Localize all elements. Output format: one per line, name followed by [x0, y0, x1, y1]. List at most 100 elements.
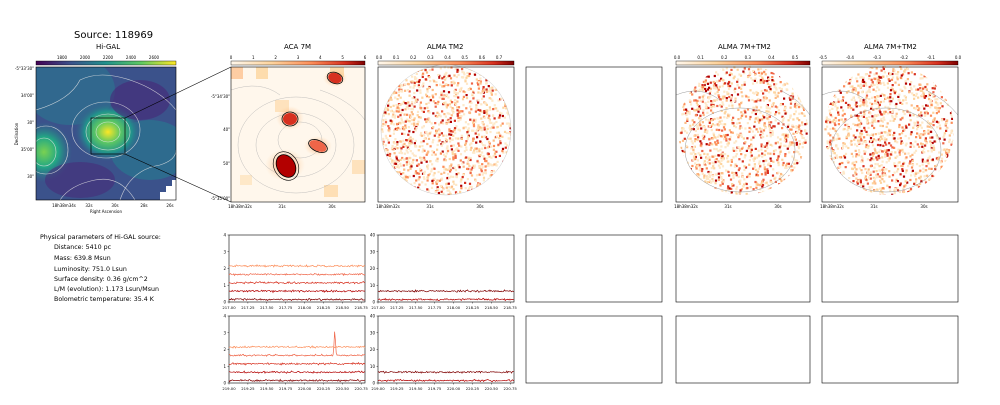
map-pixel	[896, 164, 899, 167]
map-pixel	[930, 172, 933, 175]
map-pixel	[708, 158, 711, 161]
map-pixel	[507, 113, 510, 116]
map-pixel	[703, 94, 706, 97]
map-pixel	[937, 106, 940, 110]
map-pixel	[724, 82, 727, 85]
map-pixel	[738, 182, 742, 185]
map-pixel	[876, 86, 879, 89]
map-pixel	[896, 189, 900, 192]
map-pixel	[879, 179, 882, 182]
map-pixel	[796, 162, 799, 165]
map-pixel	[892, 134, 895, 137]
map-pixel	[928, 125, 931, 128]
map-pixel	[909, 178, 912, 182]
map-pixel	[475, 106, 478, 109]
map-pixel	[450, 130, 453, 133]
map-pixel	[707, 172, 711, 175]
map-pixel	[504, 104, 507, 107]
map-pixel	[766, 104, 769, 107]
map-pixel	[445, 168, 448, 171]
map-pixel	[743, 183, 746, 186]
map-pixel	[922, 87, 925, 90]
map-pixel	[505, 151, 508, 154]
map-pixel	[719, 122, 722, 125]
aca-xtick-label: 30s	[328, 204, 335, 209]
map-pixel	[734, 87, 737, 90]
map-pixel	[756, 174, 760, 177]
map-pixel	[921, 86, 924, 89]
map-pixel	[490, 156, 493, 159]
map-pixel	[927, 162, 930, 165]
map-pixel	[393, 162, 396, 165]
map-pixel	[701, 121, 704, 124]
map-pixel	[804, 141, 807, 144]
map-pixel	[431, 153, 434, 156]
map-pixel	[844, 101, 848, 104]
map-pixel	[834, 123, 837, 127]
spectrum-xtick-label: 219.75	[279, 386, 293, 391]
map-pixel	[417, 178, 420, 181]
map-pixel	[696, 159, 699, 162]
map-pixel	[715, 143, 718, 146]
map-pixel	[790, 165, 793, 168]
map-pixel	[439, 152, 442, 155]
map-pixel	[867, 144, 870, 148]
map-pixel	[732, 147, 735, 150]
map-pixel	[722, 68, 725, 71]
map-pixel	[458, 144, 461, 147]
map-pixel	[478, 126, 481, 129]
map-pixel	[482, 155, 485, 158]
map-pixel	[725, 134, 728, 137]
map-pixel	[832, 157, 836, 160]
map-pixel	[432, 112, 435, 115]
map-pixel	[834, 105, 837, 108]
map-pixel	[467, 135, 470, 138]
map-pixel	[859, 105, 862, 108]
map-pixel	[875, 170, 878, 173]
map-pixel	[879, 94, 882, 97]
map-pixel	[888, 97, 891, 100]
map-pixel	[387, 151, 390, 154]
map-pixel	[444, 77, 447, 80]
map-pixel	[879, 181, 883, 184]
map-pixel	[424, 118, 427, 121]
map-pixel	[433, 167, 436, 170]
map-pixel	[441, 85, 444, 88]
map-pixel	[941, 157, 944, 160]
map-pixel	[457, 82, 460, 85]
map-pixel	[413, 105, 416, 108]
map-pixel	[841, 161, 844, 165]
map-pixel	[863, 126, 866, 129]
map-pixel	[462, 71, 465, 74]
map-pixel	[422, 140, 425, 143]
map-pixel	[755, 106, 758, 109]
map-pixel	[879, 149, 882, 152]
map-pixel	[834, 116, 837, 120]
map-pixel	[921, 163, 924, 166]
map-pixel	[390, 93, 393, 96]
map-pixel	[725, 107, 728, 110]
map-pixel	[436, 102, 439, 106]
map-pixel	[384, 149, 387, 152]
map-pixel	[709, 95, 712, 98]
map-pixel	[725, 99, 728, 102]
map-pixel	[750, 128, 753, 131]
map-pixel	[494, 88, 497, 91]
map-pixel	[721, 78, 724, 82]
map-pixel	[389, 96, 392, 99]
map-pixel	[936, 158, 939, 161]
map-pixel	[403, 113, 406, 116]
map-pixel	[464, 78, 467, 82]
map-pixel	[753, 165, 756, 168]
map-pixel	[423, 149, 426, 152]
map-pixel	[723, 128, 726, 131]
map-pixel	[776, 159, 779, 162]
map-pixel	[732, 77, 735, 80]
map-pixel	[731, 131, 734, 134]
map-pixel	[504, 142, 507, 145]
higal-ytick-label: 34'00"	[21, 93, 34, 98]
map-pixel	[714, 141, 717, 144]
map-pixel	[798, 142, 801, 146]
map-pixel	[926, 120, 929, 123]
map-pixel	[779, 150, 782, 153]
